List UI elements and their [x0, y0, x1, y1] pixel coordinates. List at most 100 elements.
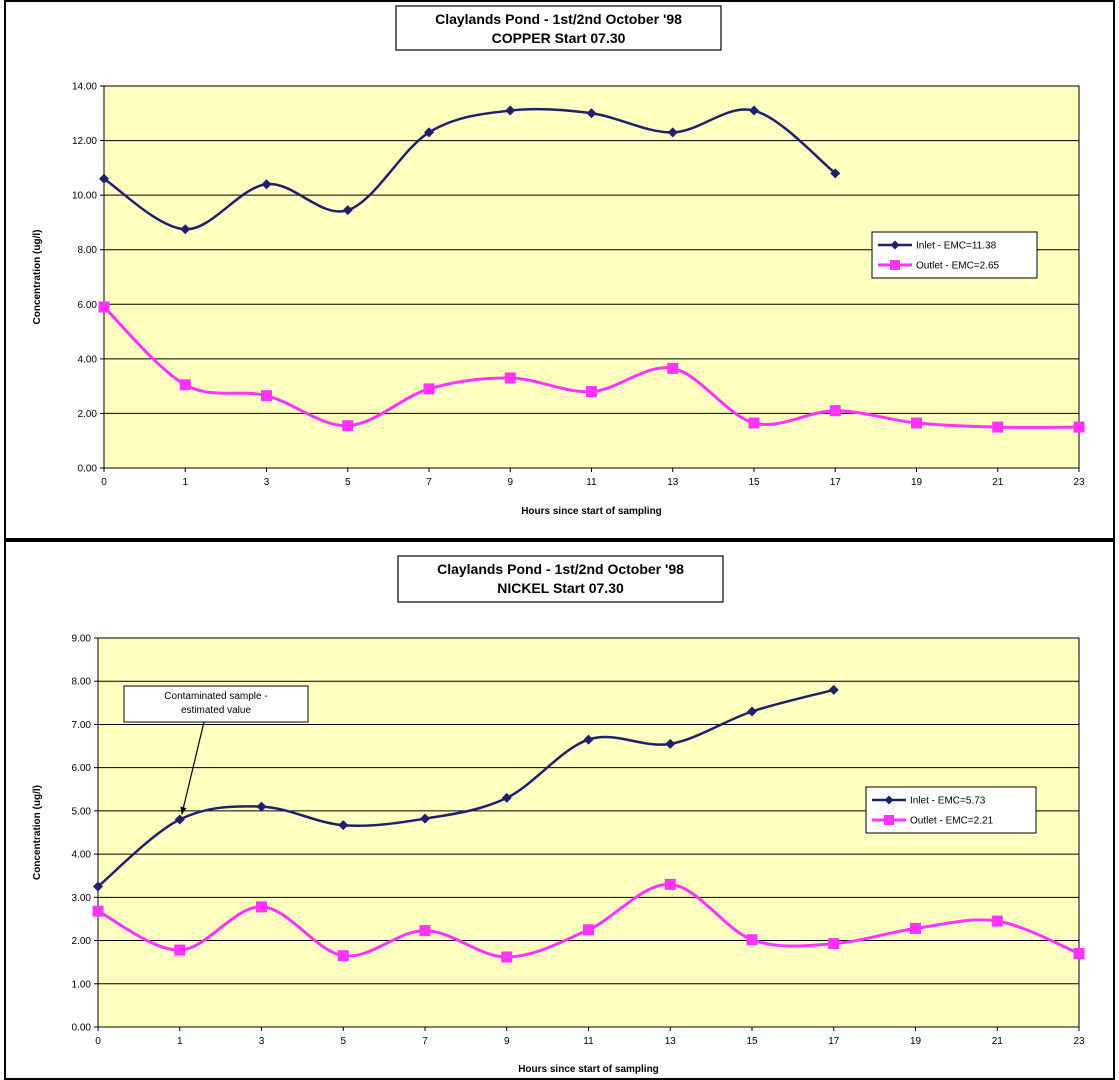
data-point-outlet	[174, 944, 186, 956]
legend-entry-label: Outlet - EMC=2.21	[910, 816, 994, 827]
x-tick-label: 19	[911, 477, 923, 488]
y-tick-label: 4.00	[78, 354, 98, 365]
data-point-inlet	[342, 205, 353, 216]
y-tick-label: 9.00	[72, 634, 92, 645]
y-tick-label: 6.00	[78, 300, 98, 311]
x-axis-label: Hours since start of sampling	[518, 1064, 659, 1075]
y-tick-label: 6.00	[72, 763, 92, 774]
data-point-outlet	[748, 417, 760, 429]
x-tick-label: 21	[992, 477, 1004, 488]
y-tick-label: 1.00	[72, 979, 92, 990]
x-axis-label: Hours since start of sampling	[521, 506, 662, 517]
data-point-outlet	[423, 383, 435, 395]
y-tick-label: 7.00	[72, 720, 92, 731]
data-point-inlet	[420, 813, 430, 824]
copper-chart: Claylands Pond - 1st/2nd October '98 COPP…	[32, 5, 1085, 517]
x-tick-label: 17	[830, 477, 842, 488]
data-point-outlet	[92, 905, 104, 917]
annotation-text: estimated value	[181, 705, 251, 716]
data-point-outlet	[586, 386, 597, 398]
x-tick-label: 15	[748, 477, 760, 488]
x-tick-label: 1	[177, 1036, 183, 1047]
legend-entry-label: Inlet - EMC=5.73	[910, 796, 986, 807]
annotation-text: Contaminated sample -	[164, 691, 267, 702]
legend-marker	[884, 795, 894, 805]
data-point-outlet	[1073, 948, 1085, 960]
chart-subtitle: COPPER Start 07.30	[492, 30, 626, 46]
nickel-chart-panel: Claylands Pond - 1st/2nd October '98 NICK…	[4, 540, 1115, 1080]
data-point-inlet	[99, 173, 109, 184]
y-tick-label: 5.00	[72, 806, 92, 817]
x-tick-label: 5	[345, 477, 351, 488]
data-point-outlet	[991, 915, 1003, 927]
y-axis-label: Concentration (ug/l)	[32, 785, 43, 880]
data-point-inlet	[667, 127, 678, 138]
annotation-arrowhead	[180, 806, 187, 815]
data-point-inlet	[583, 734, 594, 745]
data-point-inlet	[93, 881, 103, 892]
x-tick-label: 0	[95, 1036, 101, 1047]
legend-entry-label: Inlet - EMC=11.38	[916, 241, 997, 252]
series-line-inlet	[103, 107, 837, 231]
x-tick-label: 11	[583, 1036, 594, 1047]
chart-subtitle: NICKEL Start 07.30	[497, 580, 624, 596]
data-point-outlet	[1073, 421, 1085, 433]
y-tick-label: 10.00	[72, 191, 97, 202]
x-tick-label: 9	[504, 1036, 510, 1047]
data-point-outlet	[829, 405, 841, 417]
x-tick-label: 19	[910, 1036, 922, 1047]
legend-marker	[890, 240, 900, 250]
x-tick-label: 1	[182, 477, 188, 488]
data-point-inlet	[747, 706, 757, 717]
x-tick-label: 21	[992, 1036, 1004, 1047]
x-tick-label: 17	[828, 1036, 840, 1047]
data-point-outlet	[261, 390, 272, 402]
data-point-outlet	[664, 878, 676, 890]
data-point-inlet	[830, 168, 841, 179]
data-point-outlet	[179, 379, 191, 391]
legend-entry-label: Outlet - EMC=2.65	[916, 261, 1000, 272]
data-point-outlet	[342, 420, 354, 432]
data-point-inlet	[180, 224, 191, 235]
data-point-outlet	[911, 417, 922, 429]
y-tick-label: 14.00	[72, 82, 97, 93]
series-line-inlet	[97, 688, 835, 888]
chart-title-box	[395, 5, 722, 51]
y-tick-label: 2.00	[78, 409, 98, 420]
x-tick-label: 13	[667, 477, 679, 488]
data-point-outlet	[910, 922, 921, 934]
x-tick-label: 15	[746, 1036, 758, 1047]
data-point-inlet	[501, 792, 512, 803]
data-point-outlet	[583, 924, 594, 936]
data-point-inlet	[174, 814, 185, 825]
data-point-inlet	[586, 108, 597, 119]
chart-title: Claylands Pond - 1st/2nd October '98	[437, 561, 684, 577]
data-point-outlet	[504, 372, 516, 384]
data-point-outlet	[256, 901, 267, 913]
data-point-inlet	[261, 179, 272, 190]
data-point-inlet	[665, 738, 676, 749]
x-tick-label: 5	[340, 1036, 346, 1047]
data-point-outlet	[828, 938, 840, 950]
data-point-outlet	[337, 950, 349, 962]
data-point-outlet	[98, 301, 110, 313]
x-tick-label: 3	[259, 1036, 265, 1047]
data-point-inlet	[505, 105, 516, 116]
x-tick-label: 13	[665, 1036, 677, 1047]
data-point-outlet	[419, 925, 431, 937]
data-point-outlet	[501, 951, 513, 963]
y-tick-label: 0.00	[78, 464, 98, 475]
data-point-inlet	[828, 684, 839, 695]
data-point-inlet	[338, 820, 349, 831]
chart-title: Claylands Pond - 1st/2nd October '98	[435, 11, 682, 27]
x-tick-label: 7	[422, 1036, 428, 1047]
x-tick-label: 0	[101, 477, 107, 488]
y-tick-label: 2.00	[72, 936, 92, 947]
y-tick-label: 8.00	[78, 245, 98, 256]
y-tick-label: 4.00	[72, 850, 92, 861]
data-point-inlet	[749, 105, 759, 116]
x-tick-label: 7	[426, 477, 432, 488]
y-tick-label: 12.00	[72, 136, 97, 147]
chart-title-box	[397, 555, 724, 603]
y-tick-label: 3.00	[72, 893, 92, 904]
